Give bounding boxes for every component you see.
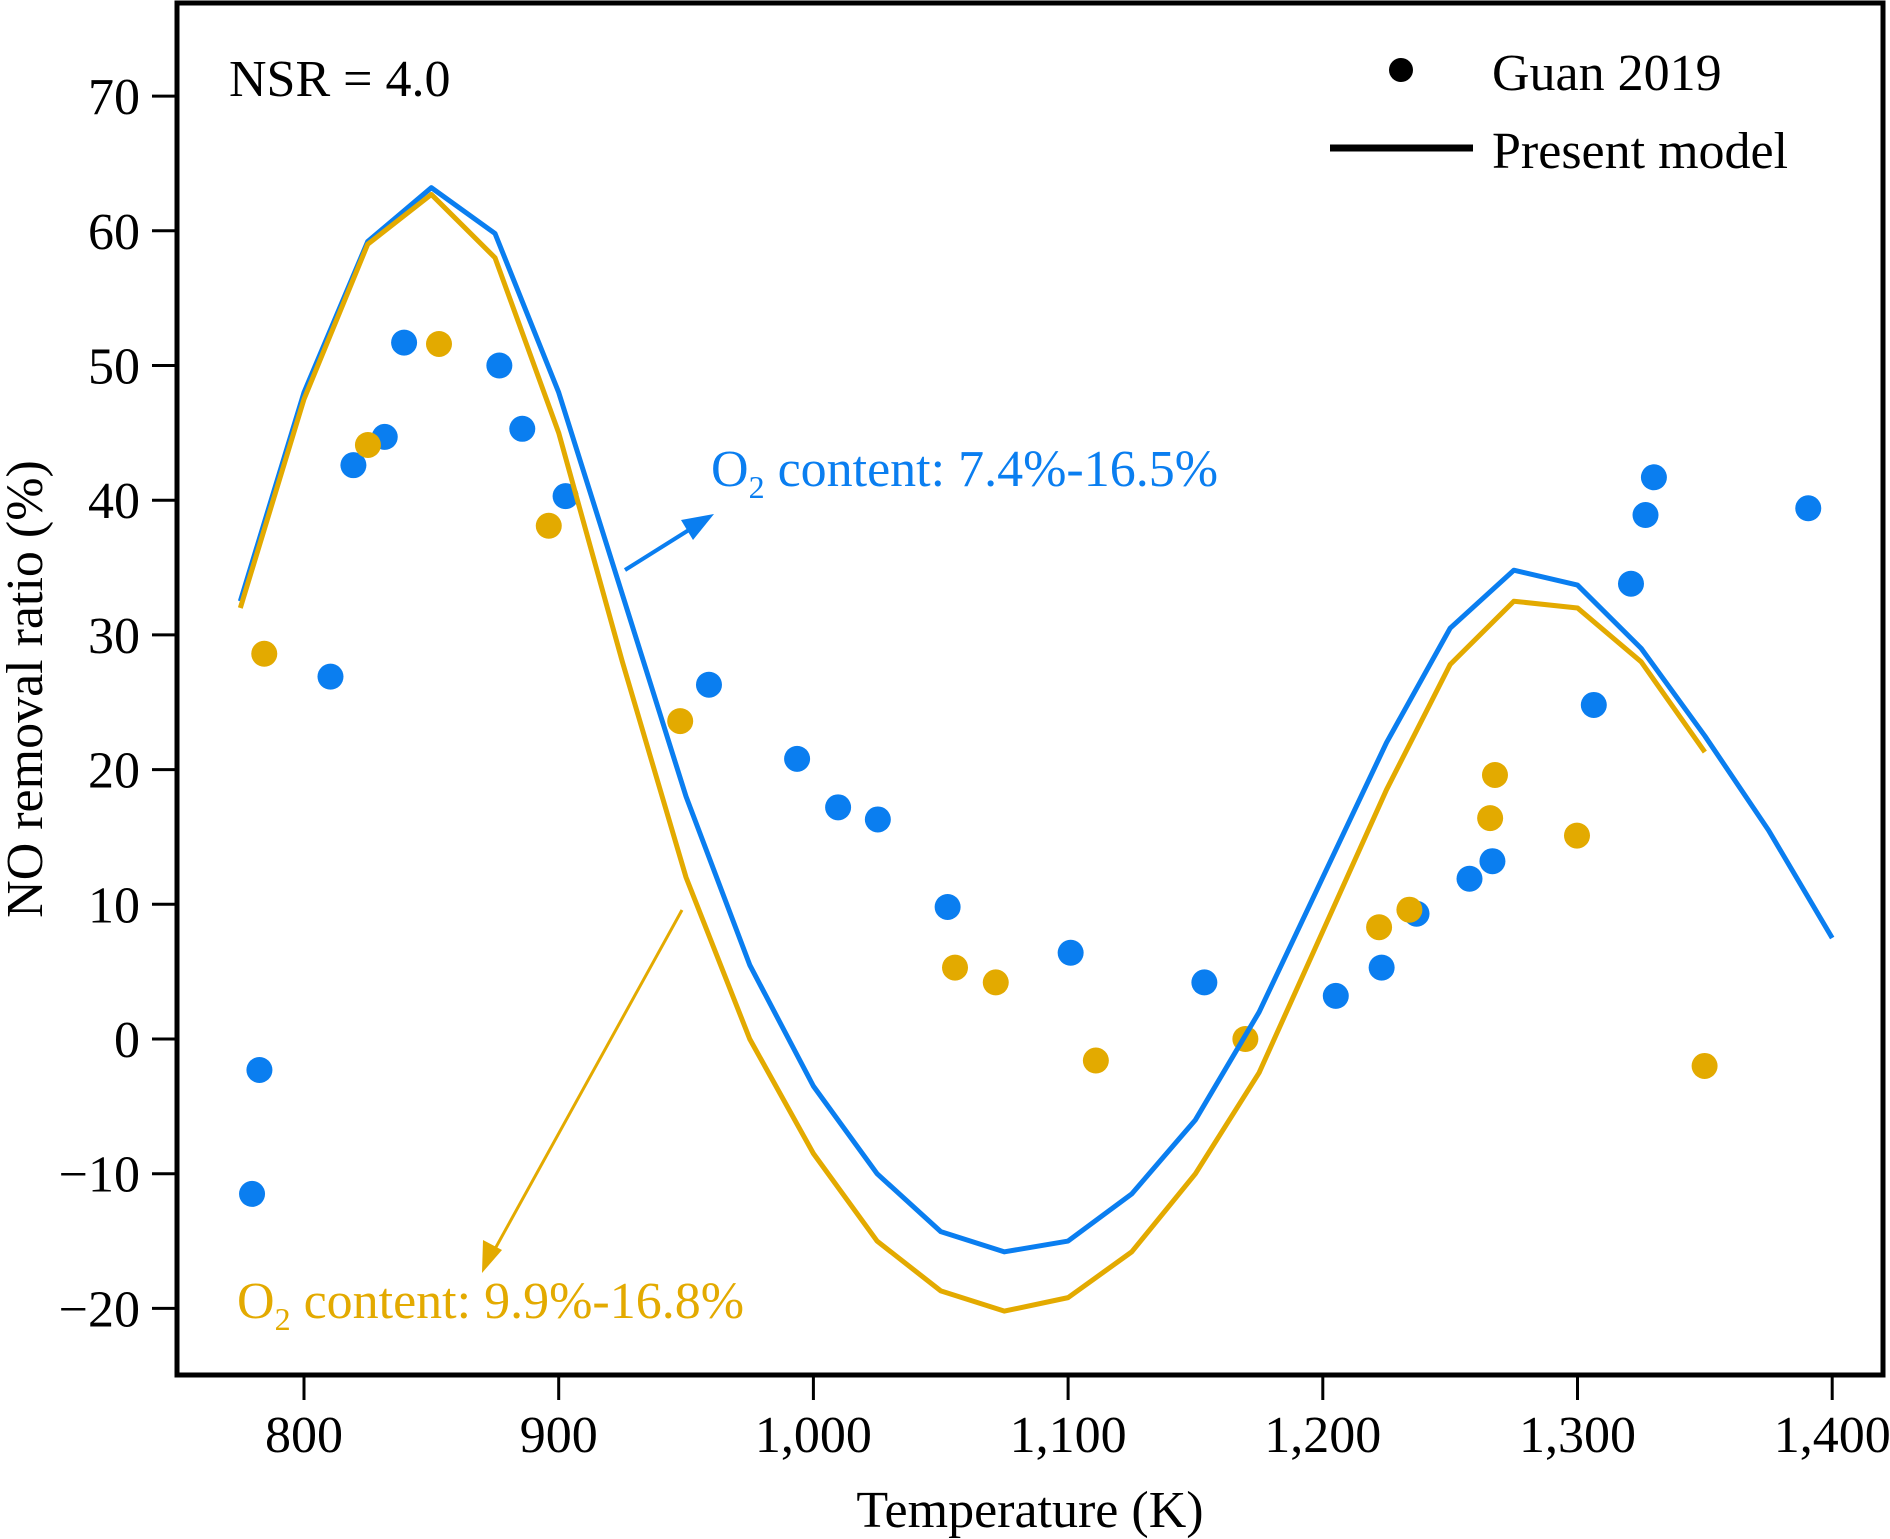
legend-label-guan-2019: Guan 2019 bbox=[1492, 45, 1722, 102]
blue-data-point bbox=[784, 745, 811, 772]
blue-data-point bbox=[695, 671, 722, 698]
blue-data-point bbox=[1322, 982, 1349, 1009]
blue-model-line bbox=[237, 185, 1835, 1255]
x-tick-label: 1,200 bbox=[1264, 1407, 1381, 1464]
orange-data-point bbox=[251, 640, 278, 667]
orange-data-point bbox=[535, 512, 562, 539]
blue-data-point bbox=[1368, 954, 1395, 981]
x-tick-label: 1,400 bbox=[1774, 1407, 1890, 1464]
orange-data-point bbox=[1691, 1052, 1718, 1079]
legend: Guan 2019 Present model bbox=[1330, 45, 1788, 180]
orange-data-point bbox=[942, 954, 969, 981]
y-axis: 70 60 50 40 30 20 10 0 −10 −20 bbox=[59, 69, 177, 1338]
orange-data-point bbox=[1366, 914, 1393, 941]
blue-data-point bbox=[1617, 570, 1644, 597]
nsr-annotation: NSR = 4.0 bbox=[229, 51, 450, 108]
blue-data-point bbox=[1057, 939, 1084, 966]
x-tick-label: 800 bbox=[265, 1407, 343, 1464]
orange-data-point bbox=[1396, 896, 1423, 923]
blue-data-point bbox=[1795, 495, 1822, 522]
blue-data-point bbox=[1640, 464, 1667, 491]
y-tick-label: −10 bbox=[59, 1147, 140, 1204]
y-tick-label: 0 bbox=[114, 1012, 140, 1069]
blue-data-point bbox=[246, 1056, 273, 1083]
legend-label-present-model: Present model bbox=[1492, 123, 1788, 180]
orange-data-point bbox=[1481, 761, 1508, 788]
x-axis: 800 900 1,000 1,100 1,200 1,300 1,400 bbox=[265, 1375, 1890, 1464]
plot-frame bbox=[174, 0, 1886, 1378]
x-tick-label: 1,300 bbox=[1519, 1407, 1636, 1464]
blue-data-point bbox=[239, 1180, 266, 1207]
blue-data-point bbox=[1580, 691, 1607, 718]
orange-arrow bbox=[488, 909, 684, 1259]
orange-arrowhead bbox=[482, 1240, 502, 1273]
y-tick-label: 50 bbox=[88, 339, 140, 396]
y-tick-label: −20 bbox=[59, 1281, 140, 1338]
blue-arrowhead bbox=[681, 514, 714, 540]
blue-data-point bbox=[317, 663, 344, 690]
orange-annotation: O2 content: 9.9%-16.8% bbox=[237, 909, 744, 1337]
blue-data-point bbox=[1456, 865, 1483, 892]
y-tick-label: 20 bbox=[88, 743, 140, 800]
blue-annotation-text: O2 content: 7.4%-16.5% bbox=[711, 441, 1218, 505]
y-tick-label: 10 bbox=[88, 877, 140, 934]
orange-data-point bbox=[1477, 805, 1504, 832]
y-tick-label: 70 bbox=[88, 69, 140, 126]
orange-data-point bbox=[982, 969, 1009, 996]
blue-data-point bbox=[509, 415, 536, 442]
orange-annotation-text: O2 content: 9.9%-16.8% bbox=[237, 1273, 744, 1337]
blue-data-point bbox=[391, 329, 418, 356]
legend-dot-marker bbox=[1389, 58, 1413, 82]
plot-marks bbox=[237, 185, 1835, 1314]
orange-data-point bbox=[425, 330, 452, 357]
blue-data-point bbox=[1479, 848, 1506, 875]
orange-data-point bbox=[667, 708, 694, 735]
x-tick-label: 1,100 bbox=[1010, 1407, 1127, 1464]
x-axis-title: Temperature (K) bbox=[856, 1482, 1203, 1539]
orange-data-point bbox=[1082, 1047, 1109, 1074]
blue-annotation: O2 content: 7.4%-16.5% bbox=[623, 441, 1218, 572]
blue-data-point bbox=[486, 352, 513, 379]
y-tick-label: 40 bbox=[88, 473, 140, 530]
x-tick-label: 1,000 bbox=[755, 1407, 872, 1464]
blue-data-point bbox=[825, 794, 852, 821]
y-axis-title: NO removal ratio (%) bbox=[0, 460, 54, 918]
blue-data-point bbox=[934, 893, 961, 920]
orange-data-point bbox=[354, 431, 381, 458]
orange-data-point bbox=[1563, 822, 1590, 849]
y-tick-label: 30 bbox=[88, 608, 140, 665]
orange-model-line bbox=[237, 191, 1707, 1314]
blue-data-point bbox=[864, 806, 891, 833]
blue-data-point bbox=[1191, 969, 1218, 996]
blue-data-point bbox=[1632, 502, 1659, 529]
blue-data-point bbox=[340, 452, 367, 479]
y-tick-label: 60 bbox=[88, 204, 140, 261]
x-tick-label: 900 bbox=[520, 1407, 598, 1464]
